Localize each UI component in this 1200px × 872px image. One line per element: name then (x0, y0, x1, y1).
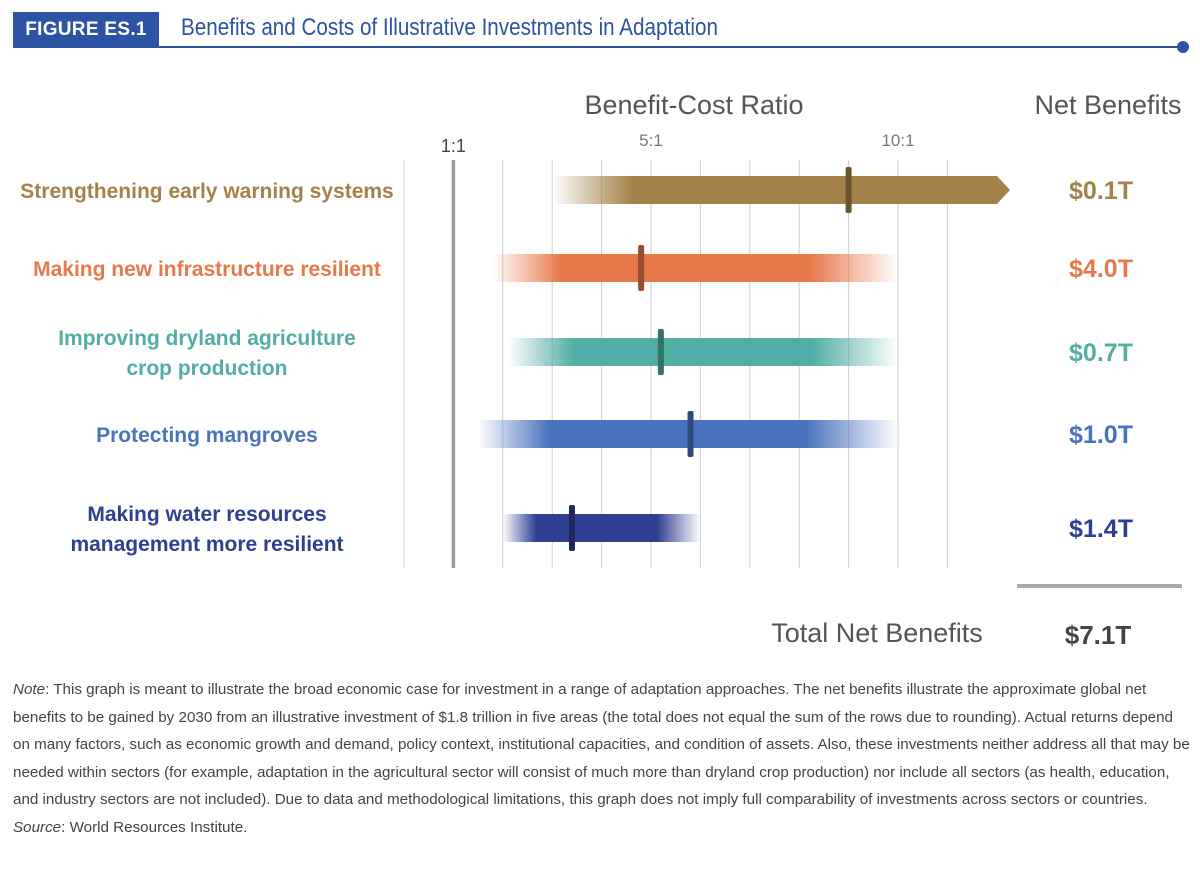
range-bar (502, 514, 701, 542)
figure-header: FIGURE ES.1 Benefits and Costs of Illust… (13, 12, 1189, 53)
note-paragraph: Note: This graph is meant to illustrate … (13, 676, 1193, 814)
total-label: Total Net Benefits (771, 618, 983, 648)
point-marker (657, 329, 664, 375)
row-label: Making new infrastructure resilient (33, 258, 381, 281)
note-text: : This graph is meant to illustrate the … (13, 681, 1190, 809)
net-benefit-value: $0.7T (1069, 339, 1133, 367)
source-label: Source (13, 818, 62, 836)
net-benefit-value: $4.0T (1069, 255, 1133, 283)
range-arrow (997, 176, 1010, 204)
note-block: Note: This graph is meant to illustrate … (13, 676, 1193, 842)
net-benefit-value: $0.1T (1069, 177, 1133, 205)
point-marker (638, 245, 645, 291)
tick-label: 10:1 (881, 131, 914, 150)
point-marker-shade (687, 411, 694, 457)
net-benefit-value: $1.4T (1069, 515, 1133, 543)
point-marker-shade (638, 245, 645, 291)
row-label: Making water resources (87, 503, 326, 526)
net-benefit-value: $1.0T (1069, 421, 1133, 449)
source-text: : World Resources Institute. (61, 818, 248, 836)
note-label: Note (13, 681, 46, 698)
point-marker-shade (568, 505, 575, 551)
benefit-cost-chart: Benefit-Cost Ratio Net Benefits 1:1 5:1 10:1… (20, 90, 1182, 650)
range-bar (492, 254, 898, 282)
point-marker-shade (657, 329, 664, 375)
tick-label: 5:1 (639, 131, 663, 150)
row-label: crop production (127, 357, 288, 380)
row-label: Strengthening early warning systems (20, 180, 393, 203)
tick-label: 1:1 (441, 136, 466, 156)
figure-title: Benefits and Costs of Illustrative Inves… (181, 14, 718, 41)
figure-badge: FIGURE ES.1 (13, 12, 159, 47)
range-bar (552, 176, 997, 204)
point-marker (687, 411, 694, 457)
point-marker (568, 505, 575, 551)
header-rule (13, 46, 1178, 48)
source-line: Source: World Resources Institute. (13, 814, 1193, 842)
point-marker (845, 167, 852, 213)
row-label: management more resilient (70, 533, 343, 556)
row-label: Protecting mangroves (96, 424, 318, 447)
range-bar (507, 338, 898, 366)
net-benefits-heading: Net Benefits (1034, 90, 1181, 120)
row-label: Improving dryland agriculture (58, 327, 356, 350)
chart-title: Benefit-Cost Ratio (584, 90, 803, 120)
header-rule-dot (1177, 41, 1189, 53)
point-marker-shade (845, 167, 852, 213)
total-value: $7.1T (1065, 620, 1132, 650)
